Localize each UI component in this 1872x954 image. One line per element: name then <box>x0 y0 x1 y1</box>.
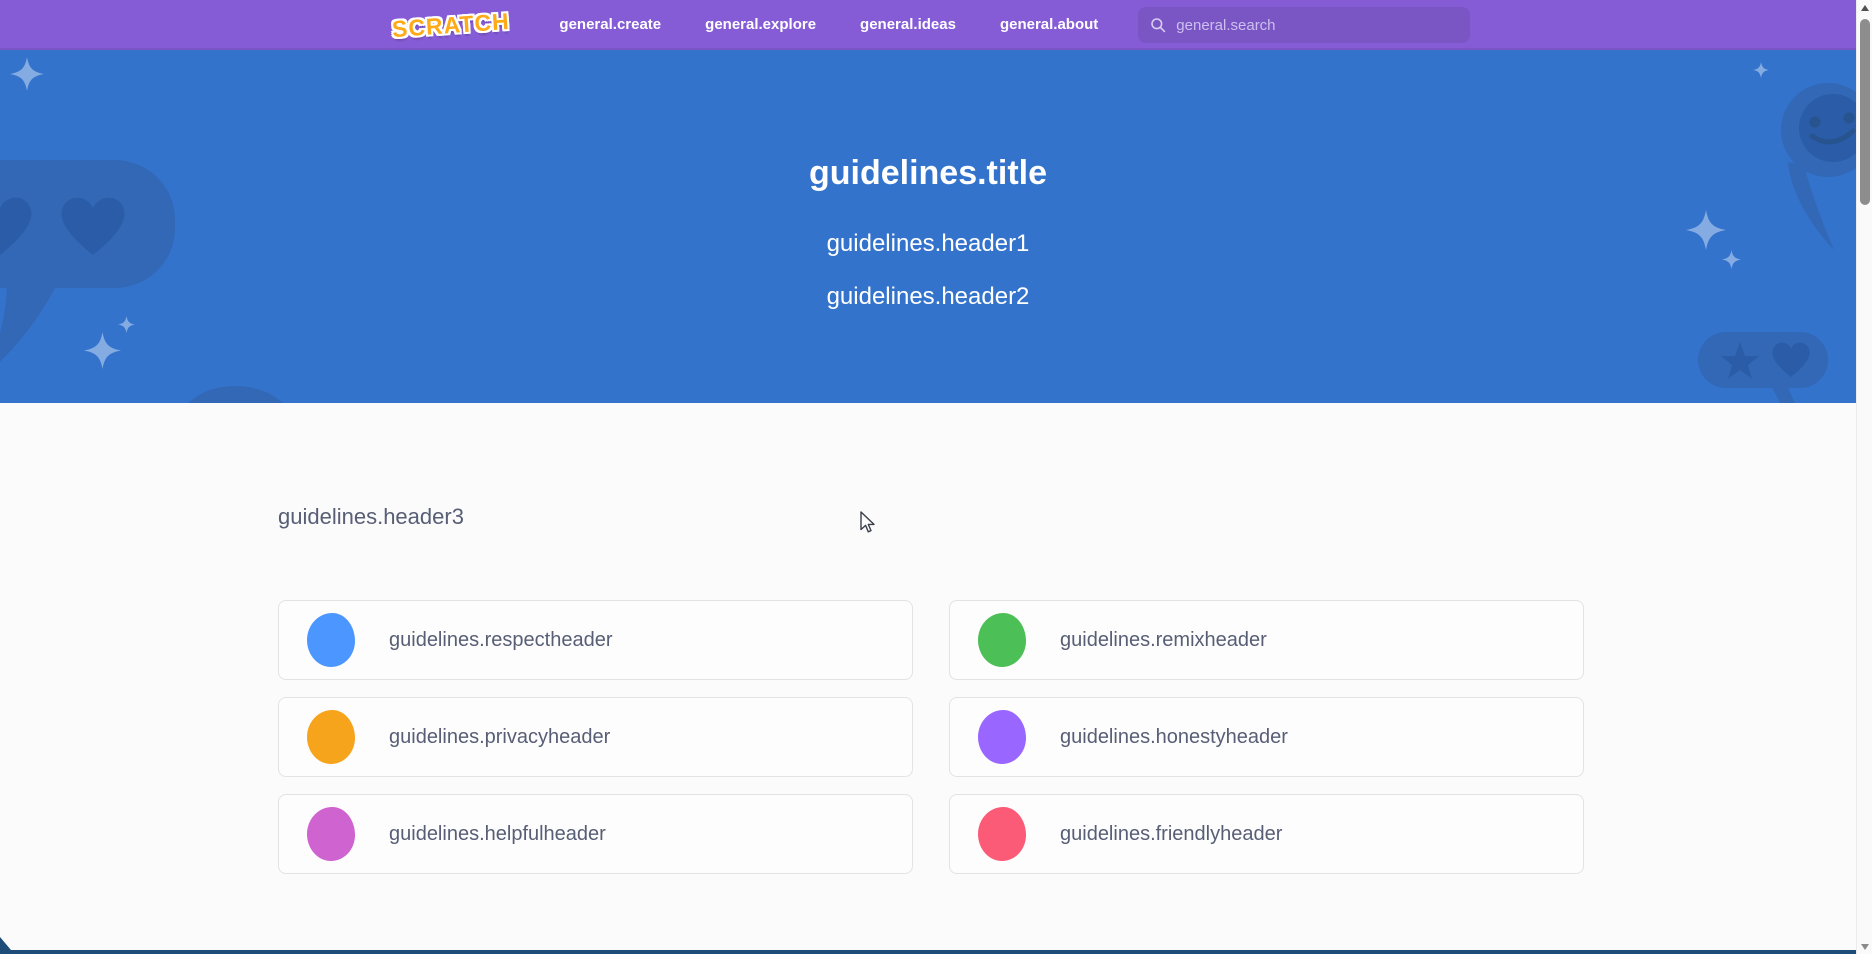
section-intro-text: guidelines.header3 <box>278 504 464 529</box>
guideline-card-respect[interactable]: guidelines.respectheader <box>278 600 913 680</box>
speech-bubble-star-heart-icon <box>1698 332 1828 403</box>
guideline-card-honesty[interactable]: guidelines.honestyheader <box>949 697 1584 777</box>
scratch-logo[interactable]: SCRATCH <box>390 7 511 42</box>
vertical-scrollbar[interactable] <box>1856 0 1872 954</box>
privacy-color-blob <box>307 710 355 764</box>
guideline-card-friendly[interactable]: guidelines.friendlyheader <box>949 794 1584 874</box>
guideline-card-label: guidelines.friendlyheader <box>1060 822 1283 845</box>
footer-corner-decoration <box>0 937 11 950</box>
friendly-color-blob <box>978 807 1026 861</box>
page-title: guidelines.title <box>808 154 1048 192</box>
respect-color-blob <box>307 613 355 667</box>
hero-subtitle-1: guidelines.header1 <box>826 230 1030 257</box>
sparkle-icon <box>1686 210 1726 250</box>
nav-item-about[interactable]: general.about <box>999 16 1099 33</box>
footer-top-edge <box>0 950 1856 954</box>
guidelines-card-grid: guidelines.respectheader guidelines.remi… <box>278 600 1584 874</box>
main-content: guidelines.header3 guidelines.respecthea… <box>0 403 1856 954</box>
guideline-card-label: guidelines.privacyheader <box>389 725 611 748</box>
sparkle-icon <box>10 57 44 91</box>
hero-banner: guidelines.title guidelines.header1 guid… <box>0 50 1856 403</box>
remix-color-blob <box>978 613 1026 667</box>
guideline-card-label: guidelines.respectheader <box>389 628 613 651</box>
guideline-card-label: guidelines.helpfulheader <box>389 822 606 845</box>
speech-bubble-hearts-icon <box>0 160 175 362</box>
top-navbar: SCRATCH general.create general.explore g… <box>0 0 1856 50</box>
circle-decoration <box>178 386 293 403</box>
hero-subtitle-2: guidelines.header2 <box>826 283 1030 310</box>
guideline-card-privacy[interactable]: guidelines.privacyheader <box>278 697 913 777</box>
search-box[interactable] <box>1138 7 1471 43</box>
sparkle-icon <box>1753 62 1769 78</box>
nav-item-explore[interactable]: general.explore <box>705 16 817 33</box>
scrollbar-up-arrow-icon[interactable] <box>1857 0 1872 16</box>
search-input[interactable] <box>1176 16 1459 34</box>
guideline-card-label: guidelines.remixheader <box>1060 628 1267 651</box>
sparkle-icon <box>118 316 135 333</box>
honesty-color-blob <box>978 710 1026 764</box>
guideline-card-label: guidelines.honestyheader <box>1060 725 1288 748</box>
scrollbar-thumb[interactable] <box>1860 19 1870 205</box>
guideline-card-helpful[interactable]: guidelines.helpfulheader <box>278 794 913 874</box>
scrollbar-down-arrow-icon[interactable] <box>1857 938 1872 954</box>
sparkle-icon <box>84 332 121 369</box>
search-icon <box>1151 18 1166 33</box>
nav-item-ideas[interactable]: general.ideas <box>860 16 956 33</box>
nav-item-create[interactable]: general.create <box>559 16 662 33</box>
sparkle-icon <box>1722 250 1741 269</box>
guideline-card-remix[interactable]: guidelines.remixheader <box>949 600 1584 680</box>
smiley-bubble-icon <box>1781 83 1856 250</box>
helpful-color-blob <box>307 807 355 861</box>
